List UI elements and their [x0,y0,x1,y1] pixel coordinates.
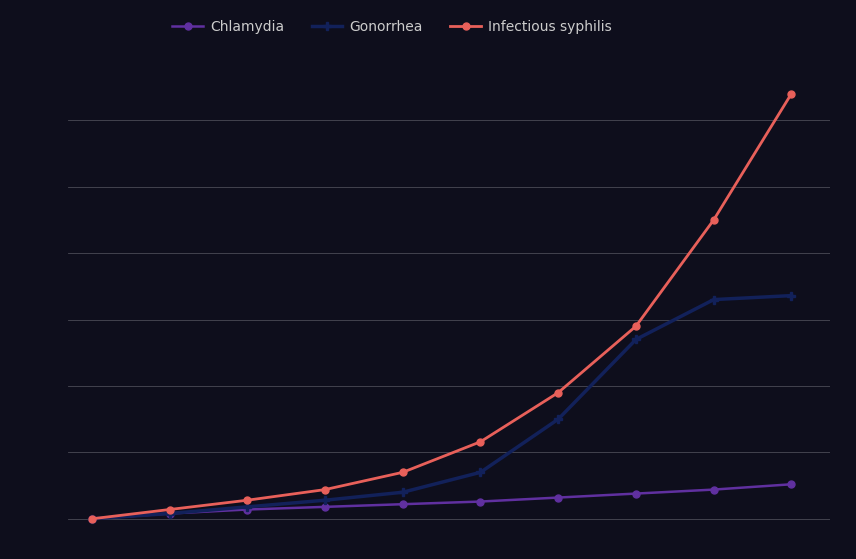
Infectious syphilis [320,486,330,493]
Gonorrhea [320,497,330,504]
Chlamydia [475,498,485,505]
Gonorrhea [86,515,97,522]
Gonorrhea [709,296,719,303]
Infectious syphilis [709,216,719,223]
Gonorrhea [242,504,253,510]
Chlamydia [164,510,175,517]
Legend: Chlamydia, Gonorrhea, Infectious syphilis: Chlamydia, Gonorrhea, Infectious syphili… [167,15,617,40]
Gonorrhea [787,292,797,299]
Chlamydia [86,515,97,522]
Chlamydia [320,504,330,510]
Gonorrhea [553,416,563,423]
Line: Chlamydia: Chlamydia [88,481,795,522]
Infectious syphilis [398,469,408,476]
Chlamydia [242,506,253,513]
Infectious syphilis [164,506,175,513]
Gonorrhea [475,469,485,476]
Chlamydia [787,481,797,487]
Infectious syphilis [787,91,797,97]
Chlamydia [398,501,408,508]
Gonorrhea [398,489,408,496]
Infectious syphilis [553,389,563,396]
Infectious syphilis [86,515,97,522]
Infectious syphilis [242,497,253,504]
Line: Infectious syphilis: Infectious syphilis [88,90,795,522]
Gonorrhea [631,336,641,343]
Chlamydia [709,486,719,493]
Chlamydia [631,490,641,497]
Line: Gonorrhea: Gonorrhea [87,291,795,523]
Gonorrhea [164,510,175,517]
Chlamydia [553,494,563,501]
Infectious syphilis [631,323,641,329]
Infectious syphilis [475,438,485,445]
